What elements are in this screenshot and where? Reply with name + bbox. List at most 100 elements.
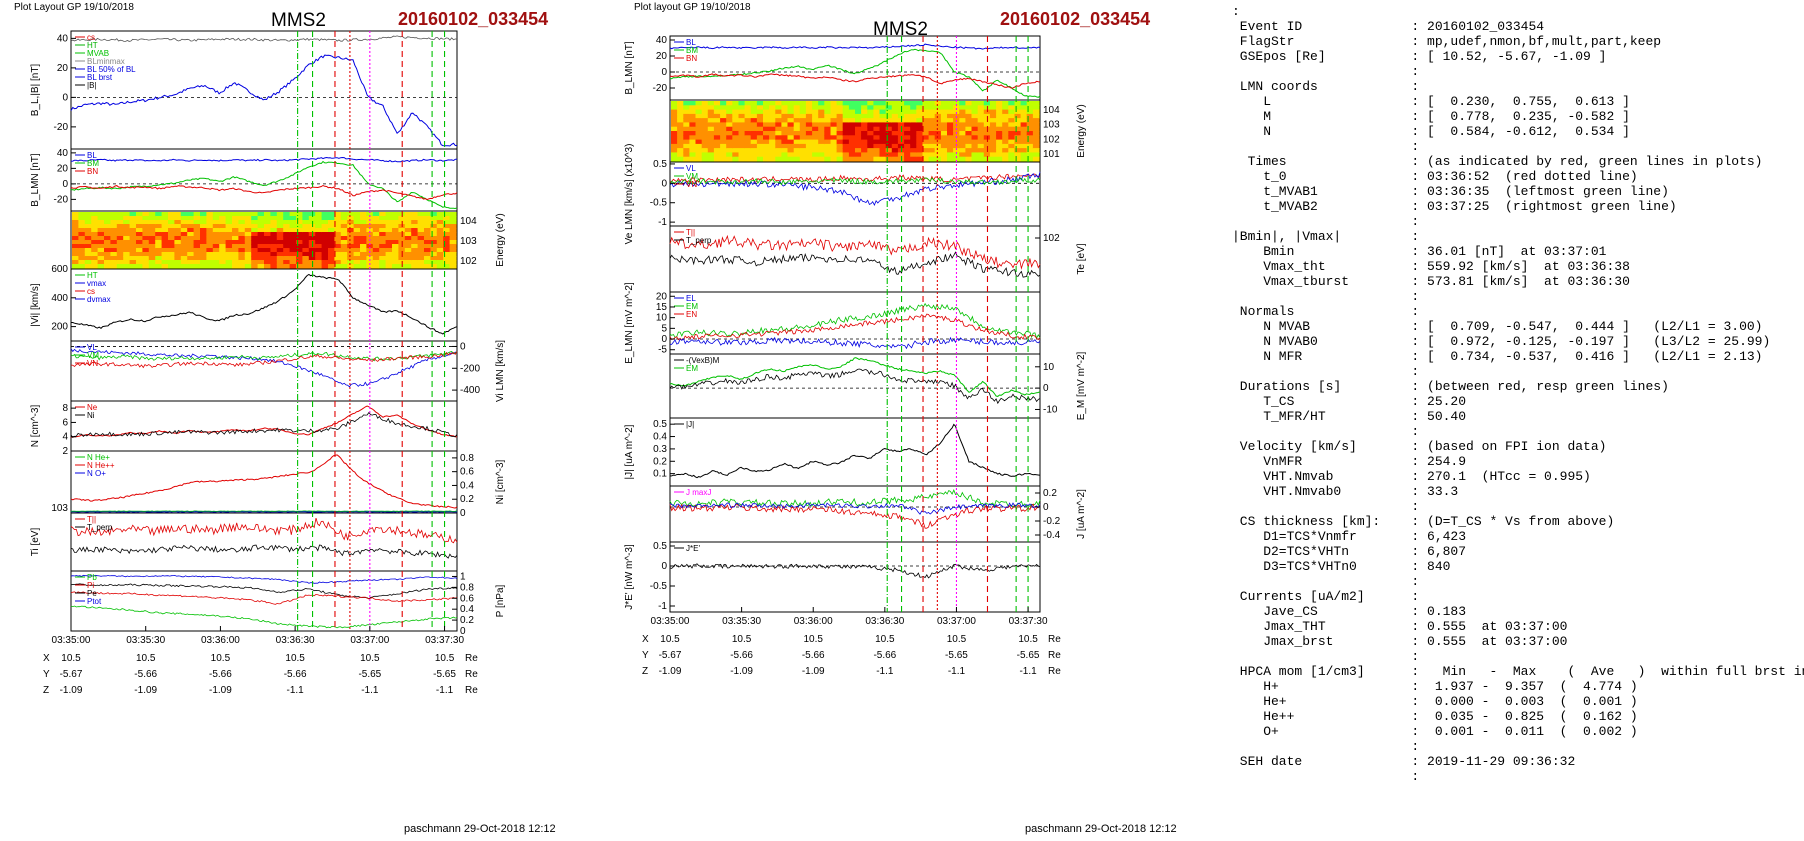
- series-line-bl: [70, 54, 458, 147]
- middle-spectrogram-cell: [904, 139, 911, 145]
- left-spectrogram-cell: [392, 252, 399, 257]
- left-spectrogram-cell: [78, 252, 86, 257]
- left-spectrogram-cell: [270, 224, 278, 229]
- position-value: -5.66: [284, 669, 307, 680]
- y-tick-label: 20: [57, 63, 69, 74]
- middle-spectrogram-cell: [799, 109, 807, 115]
- middle-spectrogram-cell: [977, 122, 985, 128]
- left-spectrogram-cell: [340, 220, 348, 225]
- left-spectrogram-cell: [366, 232, 374, 237]
- middle-spectrogram-cell: [977, 118, 985, 123]
- left-spectrogram-cell: [161, 264, 169, 269]
- y-tick-label: -0.4: [1043, 530, 1061, 541]
- middle-spectrogram-cell: [799, 113, 807, 119]
- left-spectrogram-cell: [129, 220, 137, 225]
- y-tick-label: 2: [62, 446, 68, 457]
- left-spectrogram-cell: [219, 240, 227, 245]
- middle-spectrogram-cell: [1008, 131, 1015, 136]
- left-spectrogram-cell: [84, 220, 92, 225]
- left-spectrogram-cell: [430, 264, 438, 269]
- middle-spectrogram-cell: [1002, 143, 1009, 149]
- middle-spectrogram-cell: [738, 148, 746, 153]
- middle-spectrogram-cell: [904, 105, 911, 111]
- left-spectrogram-cell: [424, 216, 431, 221]
- left-spectrogram-cell: [436, 252, 444, 257]
- left-spectrogram-cell: [78, 260, 86, 265]
- left-spectrogram-cell: [308, 228, 316, 233]
- middle-spectrogram-cell: [928, 113, 936, 119]
- y-axis-label: |Vi| [km/s]: [30, 283, 41, 327]
- middle-spectrogram-cell: [922, 122, 930, 128]
- info-line: He+ : 0.000 - 0.003 ( 0.001 ): [1232, 694, 1638, 709]
- middle-spectrogram-cell: [756, 105, 764, 111]
- left-spectrogram-cell: [270, 212, 278, 217]
- left-spectrogram-cell: [193, 244, 201, 249]
- left-spectrogram-cell: [244, 240, 252, 245]
- left-spectrogram-cell: [84, 256, 92, 261]
- middle-spectrogram-cell: [855, 122, 862, 128]
- y-tick-label: 40: [57, 148, 69, 159]
- middle-spectrogram-cell: [842, 152, 850, 158]
- middle-spectrogram-cell: [1014, 113, 1022, 119]
- left-spectrogram-cell: [168, 232, 175, 237]
- legend-entry: T_perp: [87, 523, 113, 532]
- middle-spectrogram-cell: [805, 126, 813, 132]
- middle-spectrogram-cell: [934, 143, 942, 149]
- left-spectrogram-cell: [161, 212, 169, 217]
- left-spectrogram-cell: [296, 224, 303, 229]
- middle-spectrogram-cell: [873, 148, 881, 153]
- info-line: D2=TCS*VHTn : 6,807: [1232, 544, 1467, 559]
- middle-spectrogram-cell: [959, 156, 966, 162]
- left-spectrogram-cell: [193, 220, 201, 225]
- y-tick-label: 0: [460, 508, 466, 519]
- left-spectrogram-cell: [276, 216, 284, 221]
- middle-spectrogram-cell: [1026, 135, 1034, 141]
- middle-spectrogram-cell: [769, 152, 776, 158]
- middle-spectrogram-cell: [805, 135, 813, 141]
- y-tick-label: 0.6: [460, 467, 474, 478]
- middle-spectrogram-cell: [910, 105, 917, 111]
- middle-spectrogram-cell: [671, 139, 678, 145]
- series-line-hpca: [70, 510, 458, 512]
- left-spectrogram-cell: [123, 224, 131, 229]
- middle-spectrogram-cell: [867, 113, 874, 119]
- middle-spectrogram-cell: [1026, 109, 1034, 115]
- left-spectrogram-cell: [366, 228, 374, 233]
- left-spectrogram-cell: [180, 240, 188, 245]
- middle-spectrogram-cell: [732, 126, 739, 132]
- left-spectrogram-cell: [225, 256, 233, 261]
- middle-spectrogram-cell: [744, 156, 752, 162]
- middle-spectrogram-cell: [922, 156, 930, 162]
- left-spectrogram-cell: [443, 232, 451, 237]
- middle-spectrogram-cell: [744, 152, 752, 158]
- y-axis-label: J*E' [nW m^-3]: [624, 544, 635, 610]
- middle-spectrogram-cell: [695, 152, 703, 158]
- left-spectrogram-cell: [193, 260, 201, 265]
- y-tick-label: -20: [54, 194, 69, 205]
- left-spectrogram-cell: [168, 256, 175, 261]
- left-spectrogram-cell: [155, 220, 163, 225]
- middle-spectrogram-cell: [873, 109, 881, 115]
- left-spectrogram-cell: [321, 220, 329, 225]
- left-spectrogram-cell: [404, 256, 412, 261]
- left-spectrogram-cell: [97, 252, 105, 257]
- left-spectrogram-cell: [219, 236, 227, 241]
- left-spectrogram-cell: [417, 260, 425, 265]
- position-value: 10.5: [211, 653, 231, 664]
- left-spectrogram-cell: [398, 248, 406, 253]
- info-line: :: [1232, 499, 1420, 514]
- middle-spectrogram-cell: [879, 101, 887, 106]
- left-spectrogram-cell: [449, 236, 457, 241]
- left-spectrogram-cell: [251, 228, 259, 233]
- middle-spectrogram-cell: [1032, 126, 1040, 132]
- series-line-te: [669, 251, 1041, 278]
- middle-spectrogram-cell: [775, 139, 782, 145]
- left-spectrogram-cell: [430, 220, 438, 225]
- middle-spectrogram-cell: [989, 152, 997, 158]
- middle-spectrogram-cell: [848, 156, 856, 162]
- left-spectrogram-cell: [270, 256, 278, 261]
- left-spectrogram-cell: [372, 216, 380, 221]
- left-spectrogram-cell: [411, 240, 419, 245]
- middle-spectrogram-cell: [922, 148, 930, 153]
